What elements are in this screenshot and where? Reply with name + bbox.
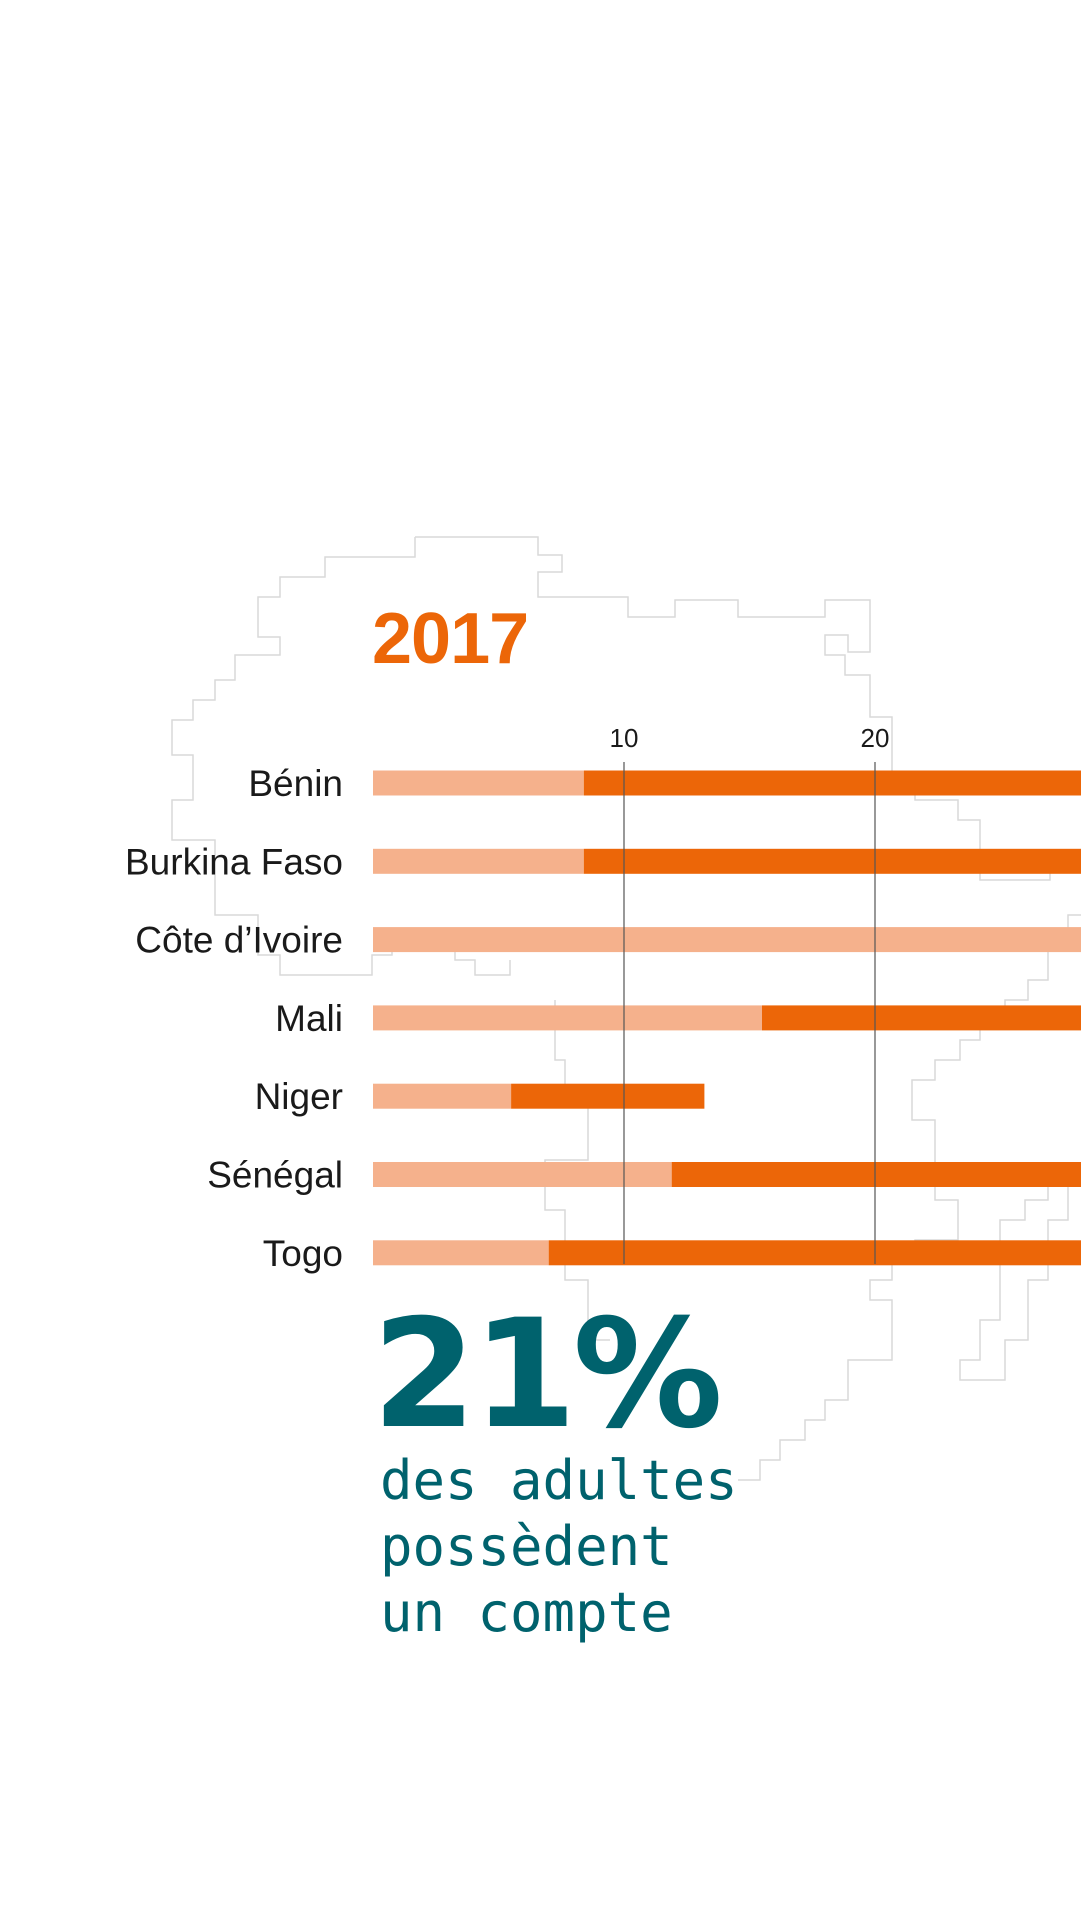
bar-segment	[373, 1083, 512, 1109]
tick-label: 20	[861, 723, 890, 753]
bar-segment	[373, 927, 1081, 953]
stat-caption: des adultes possèdent un compte	[380, 1448, 738, 1646]
bar-segment	[762, 1005, 1081, 1031]
stat-caption-line-2: possèdent	[380, 1515, 673, 1578]
chart-title: 2017	[372, 599, 529, 679]
stat-value: 21%	[372, 1288, 723, 1462]
bar-segment	[583, 770, 1081, 796]
tick-label: 10	[610, 723, 639, 753]
bar-segment	[373, 1240, 549, 1266]
bar-segment	[511, 1083, 705, 1109]
bar-segment	[548, 1240, 1081, 1266]
category-label: Burkina Faso	[125, 841, 343, 882]
bar-segment	[373, 848, 584, 874]
category-label: Côte d’Ivoire	[135, 920, 343, 961]
category-label: Bénin	[248, 763, 343, 804]
category-label: Niger	[255, 1076, 343, 1117]
category-label: Mali	[275, 998, 343, 1039]
stat-caption-line-1: des adultes	[380, 1449, 738, 1512]
stat-caption-line-3: un compte	[380, 1581, 673, 1644]
bar-segment	[583, 848, 1081, 874]
bar-segment	[373, 770, 584, 796]
bar-segment	[373, 1162, 672, 1187]
category-label: Sénégal	[207, 1155, 343, 1196]
category-label: Togo	[263, 1233, 343, 1274]
bar-segment	[671, 1162, 1081, 1187]
bar-segment	[373, 1005, 763, 1031]
